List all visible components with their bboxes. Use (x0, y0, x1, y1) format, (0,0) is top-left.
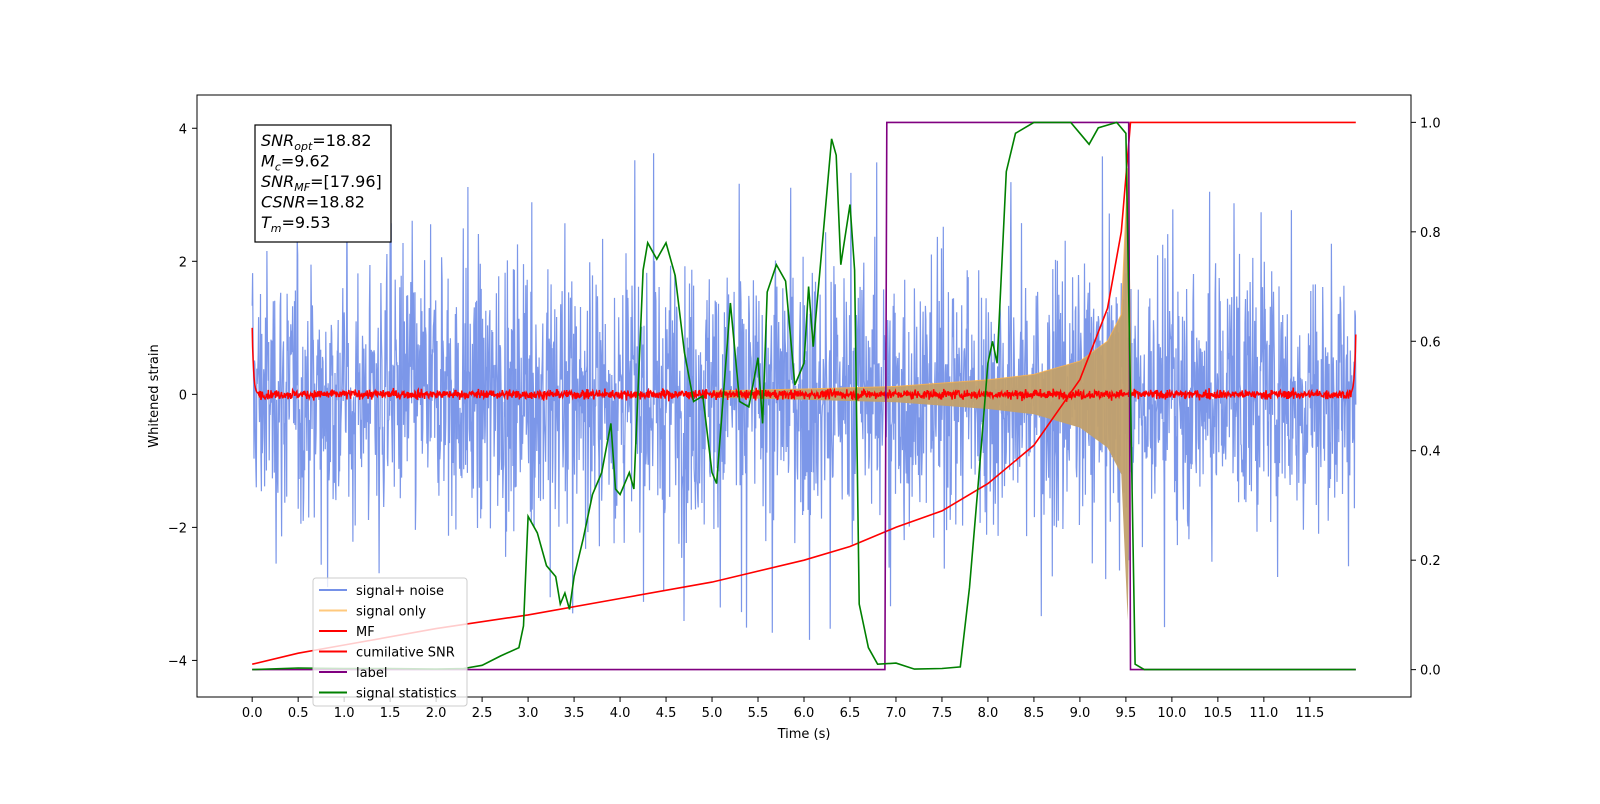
x-tick-label: 5.5 (748, 706, 769, 721)
y-tick-label: −2 (168, 521, 187, 536)
legend-entry-cumilative-snr: cumilative SNR (356, 646, 455, 661)
x-tick-label: 1.0 (334, 706, 355, 721)
y-tick-label: 0 (179, 388, 187, 403)
y-tick-label: −4 (168, 654, 187, 669)
y-axis-label: Whitened strain (147, 344, 162, 447)
annotation-line: Tm=9.53 (261, 213, 331, 235)
signal-only-envelope (712, 168, 1132, 621)
x-tick-label: 6.0 (794, 706, 815, 721)
x-tick-label: 2.5 (472, 706, 493, 721)
legend-frame (312, 577, 468, 707)
x-tick-label: 7.5 (932, 706, 953, 721)
x-tick-label: 1.5 (380, 706, 401, 721)
signal-only-layer (711, 168, 1132, 621)
x-tick-label: 10.0 (1157, 706, 1186, 721)
x-tick-label: 11.5 (1295, 706, 1324, 721)
x-tick-label: 4.0 (610, 706, 631, 721)
mf-line (251, 327, 1357, 402)
x-tick-label: 9.0 (1070, 706, 1091, 721)
x-tick-label: 0.0 (242, 706, 263, 721)
mf-layer (251, 327, 1357, 402)
x-tick-label: 6.5 (840, 706, 861, 721)
legend-entry-signal-noise: signal+ noise (356, 584, 444, 599)
x-tick-label: 7.0 (886, 706, 907, 721)
annotation-box: SNRopt=18.82Mc=9.62SNRMF=[17.96]CSNR=18.… (254, 124, 392, 243)
y2-tick-label: 0.4 (1420, 445, 1441, 460)
x-tick-label: 3.5 (564, 706, 585, 721)
signal-only-line (711, 168, 1132, 395)
x-axis-label: Time (s) (777, 727, 831, 742)
annotation-frame (254, 124, 392, 243)
y2-tick-label: 0.0 (1420, 664, 1441, 679)
x-tick-label: 2.0 (426, 706, 447, 721)
y2-tick-label: 0.8 (1420, 226, 1441, 241)
y2-tick-label: 0.6 (1420, 335, 1441, 350)
x-tick-label: 11.0 (1249, 706, 1278, 721)
x-tick-label: 10.5 (1203, 706, 1232, 721)
ticks-layer: 0.0 0.5 1.0 1.5 2.0 2.5 3.0 3.5 4.0 4.5 5.0 5.5 6.0 6… (168, 116, 1441, 721)
legend-entry-signal-only: signal only (356, 605, 426, 620)
x-tick-label: 8.0 (978, 706, 999, 721)
annotation-line: Mc=9.62 (261, 152, 330, 174)
y2-tick-label: 1.0 (1420, 116, 1441, 131)
x-tick-label: 5.0 (702, 706, 723, 721)
annotation-line: SNRopt=18.82 (261, 131, 372, 153)
annotation-line: CSNR=18.82 (261, 193, 365, 212)
legend-entry-mf: MF (356, 625, 375, 640)
signal-statistics-line (252, 121, 1356, 671)
legend: signal+ noise signal only MF cumilative SNR… (312, 577, 468, 707)
annotation-line: SNRMF=[17.96] (261, 172, 382, 194)
y-tick-label: 2 (179, 255, 187, 270)
x-tick-label: 9.5 (1116, 706, 1137, 721)
y-tick-label: 4 (179, 122, 187, 137)
legend-entry-label: label (356, 666, 387, 681)
x-tick-label: 3.0 (518, 706, 539, 721)
y2-tick-label: 0.2 (1420, 554, 1441, 569)
legend-entry-signal-statistics: signal statistics (356, 687, 457, 702)
x-tick-label: 0.5 (288, 706, 309, 721)
x-tick-label: 8.5 (1024, 706, 1045, 721)
x-tick-label: 4.5 (656, 706, 677, 721)
